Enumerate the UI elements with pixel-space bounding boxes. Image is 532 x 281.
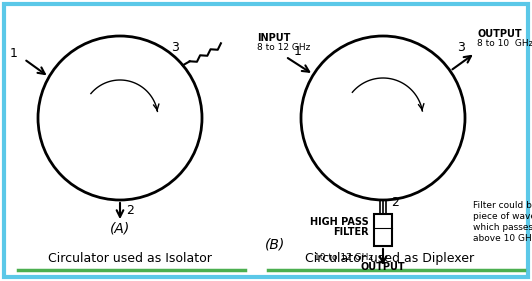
Text: 2: 2 <box>126 204 134 217</box>
Text: 2: 2 <box>391 196 399 209</box>
Text: OUTPUT: OUTPUT <box>477 29 522 39</box>
Text: FILTER: FILTER <box>334 227 369 237</box>
Text: 8 to 10  GHz: 8 to 10 GHz <box>477 39 532 48</box>
Text: (A): (A) <box>110 221 130 235</box>
Text: INPUT: INPUT <box>257 33 291 42</box>
Text: 3: 3 <box>457 41 465 54</box>
Text: OUTPUT: OUTPUT <box>361 262 405 272</box>
Text: 10 to 12 GHz: 10 to 12 GHz <box>314 253 373 262</box>
Text: Circulator used as Diplexer: Circulator used as Diplexer <box>305 252 475 265</box>
Text: 3: 3 <box>171 41 179 54</box>
Text: 1: 1 <box>10 47 18 60</box>
Text: Filter could be a: Filter could be a <box>473 201 532 210</box>
Text: HIGH PASS: HIGH PASS <box>310 217 369 227</box>
Text: which passes: which passes <box>473 223 532 232</box>
Text: Circulator used as Isolator: Circulator used as Isolator <box>48 252 212 265</box>
Text: (B): (B) <box>265 237 285 251</box>
Text: 1: 1 <box>294 45 301 58</box>
Text: above 10 GHz: above 10 GHz <box>473 234 532 243</box>
Text: 8 to 12 GHz: 8 to 12 GHz <box>257 42 311 51</box>
Bar <box>374 214 392 246</box>
Text: piece of waveguide: piece of waveguide <box>473 212 532 221</box>
